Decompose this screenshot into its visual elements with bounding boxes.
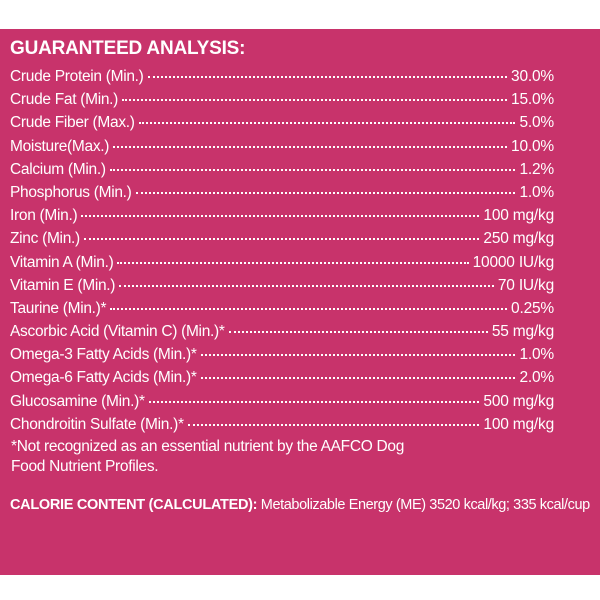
dot-leader	[81, 213, 480, 218]
dot-leader	[109, 167, 516, 171]
nutrient-value: 1.2%	[519, 160, 554, 178]
nutrient-value: 70 IU/kg	[497, 276, 554, 294]
nutrient-value: 100 mg/kg	[483, 207, 554, 225]
dot-leader	[117, 260, 469, 264]
nutrient-value: 500 mg/kg	[483, 392, 554, 410]
guaranteed-analysis-panel: GUARANTEED ANALYSIS: Crude Protein (Min.…	[0, 29, 600, 575]
analysis-row: Vitamin A (Min.) 10000 IU/kg	[10, 251, 554, 274]
analysis-table: Crude Protein (Min.) 30.0% Crude Fat (Min.…	[10, 65, 554, 436]
analysis-row: Omega-3 Fatty Acids (Min.)* 1.0%	[10, 343, 554, 366]
nutrient-name: Omega-3 Fatty Acids (Min.)*	[10, 346, 197, 364]
dot-leader	[138, 120, 516, 125]
nutrient-value: 0.25%	[511, 299, 554, 317]
analysis-heading: GUARANTEED ANALYSIS:	[10, 38, 246, 59]
nutrient-name: Taurine (Min.)*	[10, 299, 107, 317]
dot-leader	[148, 399, 480, 403]
analysis-row: Zinc (Min.) 250 mg/kg	[10, 227, 554, 250]
dot-leader	[228, 329, 488, 334]
nutrient-name: Vitamin A (Min.)	[10, 253, 114, 271]
dot-leader	[200, 352, 516, 357]
dot-leader	[119, 283, 494, 287]
nutrient-value: 55 mg/kg	[491, 323, 554, 341]
analysis-row: Crude Fiber (Max.) 5.0%	[10, 111, 554, 134]
analysis-row: Crude Protein (Min.) 30.0%	[10, 65, 554, 88]
nutrient-value: 1.0%	[519, 346, 554, 364]
analysis-row: Crude Fat (Min.) 15.0%	[10, 88, 554, 111]
nutrient-value: 10000 IU/kg	[472, 253, 555, 271]
analysis-row: Taurine (Min.)* 0.25%	[10, 297, 554, 320]
dot-leader	[147, 74, 508, 78]
nutrient-name: Chondroitin Sulfate (Min.)*	[10, 415, 184, 433]
dot-leader	[135, 190, 516, 194]
analysis-row: Chondroitin Sulfate (Min.)* 100 mg/kg	[10, 413, 554, 436]
nutrient-name: Crude Fiber (Max.)	[10, 114, 135, 132]
analysis-row: Omega-6 Fatty Acids (Min.)* 2.0%	[10, 366, 554, 389]
analysis-row: Iron (Min.) 100 mg/kg	[10, 204, 554, 227]
nutrient-name: Ascorbic Acid (Vitamin C) (Min.)*	[10, 323, 225, 341]
nutrient-value: 1.0%	[519, 183, 554, 201]
analysis-row: Vitamin E (Min.) 70 IU/kg	[10, 274, 554, 297]
analysis-row: Calcium (Min.) 1.2%	[10, 158, 554, 181]
analysis-row: Moisture(Max.) 10.0%	[10, 135, 554, 158]
nutrient-value: 15.0%	[511, 91, 554, 109]
nutrient-name: Crude Fat (Min.)	[10, 91, 119, 109]
nutrient-value: 2.0%	[519, 369, 554, 387]
dot-leader	[200, 375, 516, 380]
nutrient-value: 5.0%	[519, 114, 554, 132]
nutrient-value: 250 mg/kg	[483, 230, 554, 248]
nutrient-name: Iron (Min.)	[10, 207, 78, 225]
dot-leader	[83, 236, 480, 241]
footnote: *Not recognized as an essential nutrient…	[11, 438, 405, 475]
dot-leader	[187, 422, 480, 426]
dot-leader	[113, 144, 508, 148]
dot-leader	[110, 306, 508, 310]
nutrient-name: Crude Protein (Min.)	[10, 68, 144, 85]
analysis-row: Ascorbic Acid (Vitamin C) (Min.)* 55 mg/k…	[10, 320, 554, 343]
analysis-row: Phosphorus (Min.) 1.0%	[10, 181, 554, 204]
nutrient-value: 30.0%	[511, 68, 554, 85]
dot-leader	[122, 97, 508, 102]
analysis-row: Glucosamine (Min.)* 500 mg/kg	[10, 390, 554, 413]
nutrient-value: 100 mg/kg	[483, 415, 554, 433]
nutrient-name: Phosphorus (Min.)	[10, 183, 132, 201]
nutrient-name: Calcium (Min.)	[10, 160, 106, 178]
calorie-text: Metabolizable Energy (ME) 3520 kcal/kg; …	[257, 497, 590, 513]
nutrient-name: Vitamin E (Min.)	[10, 276, 116, 294]
calorie-content: CALORIE CONTENT (CALCULATED): Metaboliza…	[10, 495, 590, 515]
calorie-heading: CALORIE CONTENT (CALCULATED):	[10, 497, 258, 513]
nutrient-name: Omega-6 Fatty Acids (Min.)*	[10, 369, 197, 387]
nutrient-name: Glucosamine (Min.)*	[10, 392, 145, 410]
nutrient-name: Moisture(Max.)	[10, 137, 110, 155]
nutrient-value: 10.0%	[511, 137, 554, 155]
nutrient-name: Zinc (Min.)	[10, 230, 80, 248]
